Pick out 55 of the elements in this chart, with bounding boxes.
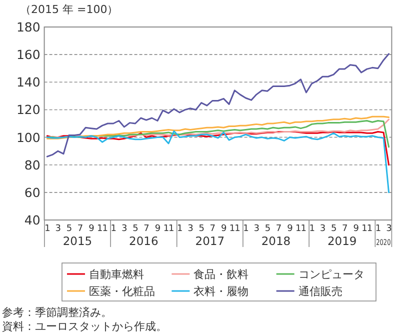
x-tick-label: 1 xyxy=(110,224,116,234)
x-tick-label: 7 xyxy=(276,224,282,234)
y-tick-label: 80 xyxy=(24,157,40,172)
x-tick-label: 7 xyxy=(144,224,149,234)
x-tick-label: 5 xyxy=(132,224,138,234)
y-tick-label: 160 xyxy=(16,47,40,62)
x-tick-label: 3 xyxy=(55,224,60,234)
legend-label: 医薬・化粧品 xyxy=(89,285,155,298)
x-tick-label: 1 xyxy=(309,224,314,234)
x-tick-label: 11 xyxy=(163,224,174,234)
x-tick-label: 11 xyxy=(296,224,306,234)
x-tick-label: 9 xyxy=(353,224,360,234)
legend-label: 衣料・履物 xyxy=(194,285,249,298)
x-tick-label: 9 xyxy=(221,224,227,234)
x-tick-label: 1 xyxy=(44,224,50,234)
x-tick-label: 3 xyxy=(254,224,260,234)
x-tick-label: 3 xyxy=(122,224,127,234)
legend-label: 通信販売 xyxy=(298,285,342,298)
text: 2018 xyxy=(261,234,291,248)
y-tick-label: 180 xyxy=(16,20,40,34)
x-tick-label: 5 xyxy=(66,224,72,234)
legend-label: 食品・飲料 xyxy=(194,268,249,281)
x-tick-label: 3 xyxy=(188,224,193,234)
x-tick-label: 5 xyxy=(264,224,270,234)
x-tick-label: 5 xyxy=(198,224,204,234)
x-tick-label: 7 xyxy=(342,224,348,234)
x-tick-label: 7 xyxy=(77,224,83,234)
text: 2019 xyxy=(327,234,357,248)
x-tick-label: 11 xyxy=(97,224,108,234)
text: 2015 xyxy=(62,234,92,248)
y-tick-label: 60 xyxy=(24,184,40,200)
x-tick-label: 1 xyxy=(176,224,182,234)
x-tick-label: 3 xyxy=(320,224,326,234)
y-tick-label: 40 xyxy=(24,212,40,228)
x-tick-label: 11 xyxy=(362,224,372,234)
text: 資料：ユーロスタットから作成。 xyxy=(2,320,167,333)
y-tick-label: 100 xyxy=(16,130,40,145)
legend-label: 自動車燃料 xyxy=(89,268,144,281)
y-tick-label: 140 xyxy=(16,74,40,90)
x-tick-label: 11 xyxy=(229,224,240,234)
text: 2016 xyxy=(129,234,158,248)
y-tick-label: 120 xyxy=(16,102,40,118)
text: 参考：季節調整済み。 xyxy=(2,306,112,319)
x-tick-label: 1 xyxy=(243,224,248,234)
x-tick-label: 9 xyxy=(287,224,294,234)
y-axis-title: （2015 年 =100） xyxy=(20,3,118,16)
x-tick-label: 9 xyxy=(88,224,95,234)
x-tick-label: 1 xyxy=(375,224,381,234)
x-tick-label: 9 xyxy=(154,224,161,234)
text: 2020 xyxy=(376,238,397,247)
x-tick-label: 3 xyxy=(386,224,392,234)
text: 2017 xyxy=(195,234,225,248)
x-tick-label: 7 xyxy=(210,224,215,234)
x-tick-label: 5 xyxy=(330,224,336,234)
legend-label: コンピュータ xyxy=(298,268,364,281)
